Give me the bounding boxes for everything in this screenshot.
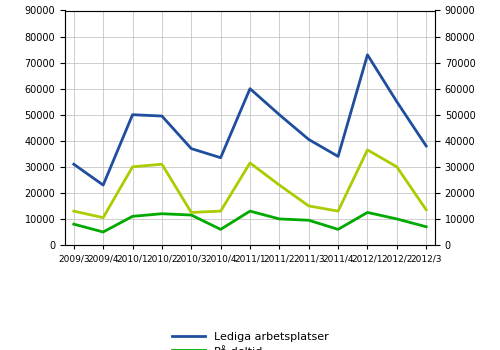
Lediga arbetsplatser [306, 137, 312, 141]
På deltid [188, 213, 194, 217]
På viss tid [335, 209, 341, 213]
Lediga arbetsplatser [218, 156, 224, 160]
På deltid [247, 209, 253, 213]
Lediga arbetsplatser [276, 113, 282, 117]
På deltid [276, 217, 282, 221]
Lediga arbetsplatser [423, 144, 429, 148]
Lediga arbetsplatser [130, 113, 136, 117]
På deltid [130, 214, 136, 218]
På viss tid [276, 183, 282, 187]
På deltid [335, 227, 341, 231]
Line: På deltid: På deltid [74, 211, 426, 232]
På viss tid [306, 204, 312, 208]
På viss tid [130, 165, 136, 169]
Lediga arbetsplatser [188, 147, 194, 151]
Lediga arbetsplatser [100, 183, 106, 187]
På viss tid [218, 209, 224, 213]
På viss tid [423, 208, 429, 212]
På viss tid [247, 161, 253, 165]
Legend: Lediga arbetsplatser, På deltid, På viss tid: Lediga arbetsplatser, På deltid, På viss… [166, 326, 334, 350]
På deltid [394, 217, 400, 221]
På viss tid [394, 165, 400, 169]
Line: Lediga arbetsplatser: Lediga arbetsplatser [74, 55, 426, 185]
På deltid [423, 225, 429, 229]
På deltid [100, 230, 106, 234]
På viss tid [364, 148, 370, 152]
Lediga arbetsplatser [159, 114, 165, 118]
Line: På viss tid: På viss tid [74, 150, 426, 218]
På deltid [71, 222, 77, 226]
Lediga arbetsplatser [335, 154, 341, 159]
På deltid [159, 212, 165, 216]
På viss tid [159, 162, 165, 166]
På deltid [364, 210, 370, 215]
På deltid [218, 227, 224, 231]
På deltid [306, 218, 312, 222]
På viss tid [188, 210, 194, 215]
Lediga arbetsplatser [364, 53, 370, 57]
Lediga arbetsplatser [247, 86, 253, 91]
På viss tid [100, 216, 106, 220]
Lediga arbetsplatser [71, 162, 77, 166]
Lediga arbetsplatser [394, 100, 400, 104]
På viss tid [71, 209, 77, 213]
